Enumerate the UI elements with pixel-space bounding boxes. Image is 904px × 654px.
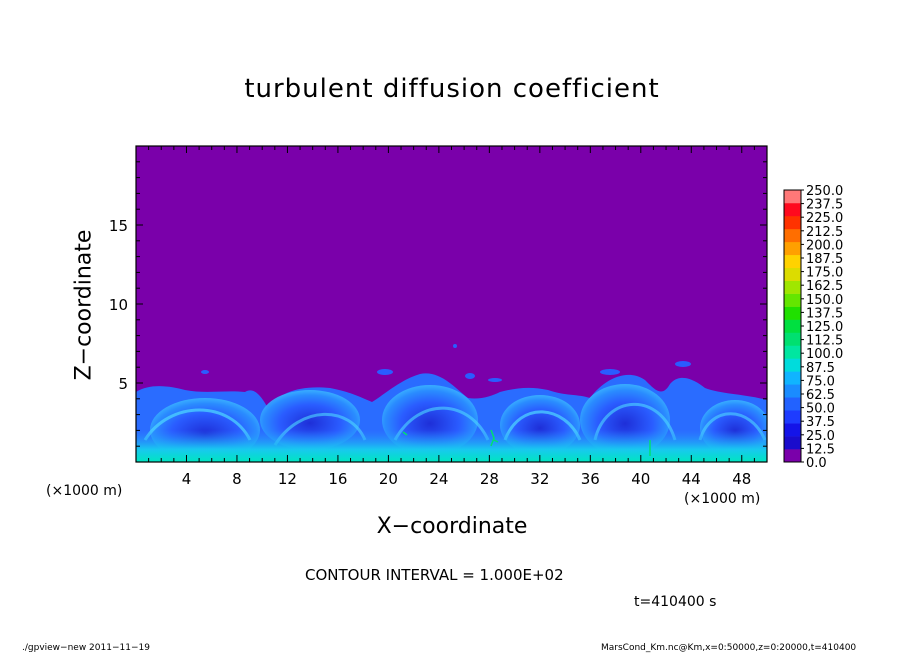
colorbar-swatch: [784, 228, 801, 243]
colorbar-label: 212.5: [806, 225, 843, 240]
colorbar-label: 175.0: [806, 266, 843, 281]
colorbar-swatch: [784, 332, 801, 346]
y-tick-label: 5: [118, 375, 128, 393]
colorbar-label: 162.5: [806, 279, 843, 294]
time-label: t=410400 s: [634, 594, 717, 610]
x-unit-label-right: (×1000 m): [684, 491, 761, 507]
footer-left: ./gpview−new 2011−11−19: [22, 643, 150, 653]
colorbar-label: 200.0: [806, 238, 843, 253]
colorbar-swatch: [784, 397, 801, 411]
colorbar-label: 62.5: [806, 388, 835, 403]
colorbar-label: 75.0: [806, 374, 835, 389]
colorbar-swatch: [784, 254, 801, 269]
y-tick-label: 10: [109, 296, 128, 314]
colorbar-label: 0.0: [806, 456, 827, 471]
colorbar-swatch: [784, 384, 801, 398]
colorbar-label: 112.5: [806, 334, 843, 349]
colorbar-label: 87.5: [806, 361, 835, 376]
x-tick-label: 32: [530, 470, 549, 488]
x-tick-label: 28: [480, 470, 499, 488]
x-axis-label: X−coordinate: [0, 514, 904, 539]
colorbar-label: 137.5: [806, 306, 843, 321]
y-tick-label: 15: [109, 217, 128, 235]
colorbar-label: 12.5: [806, 442, 835, 457]
colorbar-swatch: [784, 449, 801, 463]
x-axis-ticks: 4 8 12 16 20 24 28 32 36 40 44 48: [148, 146, 755, 488]
colorbar-label: 50.0: [806, 402, 835, 417]
colorbar-swatch: [784, 410, 801, 424]
colorbar-swatch: [784, 306, 801, 320]
chart-title: turbulent diffusion coefficient: [244, 74, 660, 104]
x-tick-label: 24: [429, 470, 448, 488]
turbulent-layer: [136, 344, 767, 462]
colorbar-label: 37.5: [806, 415, 835, 430]
colorbar-swatch: [784, 293, 801, 307]
colorbar-swatch: [784, 241, 801, 256]
colorbar-swatch: [784, 371, 801, 385]
colorbar-label: 100.0: [806, 347, 843, 362]
colorbar-swatch: [784, 267, 801, 281]
x-tick-label: 44: [682, 470, 701, 488]
x-tick-label: 40: [631, 470, 650, 488]
x-tick-label: 48: [732, 470, 751, 488]
colorbar-swatch: [784, 215, 801, 230]
colorbar-swatch: [784, 345, 801, 359]
x-unit-label-left: (×1000 m): [46, 483, 123, 499]
footer-right: MarsCond_Km.nc@Km,x=0:50000,z=0:20000,t=…: [601, 643, 857, 653]
x-tick-label: 8: [232, 470, 242, 488]
x-tick-label: 36: [581, 470, 600, 488]
colorbar-label: 150.0: [806, 293, 843, 308]
colorbar-swatch: [784, 436, 801, 450]
colorbar-swatch: [784, 319, 801, 333]
colorbar-swatch: [784, 358, 801, 372]
colorbar-label: 125.0: [806, 320, 843, 335]
y-axis-ticks: 5 10 15: [109, 161, 767, 447]
x-tick-label: 12: [278, 470, 297, 488]
x-tick-label: 16: [328, 470, 347, 488]
colorbar-swatch: [784, 280, 801, 294]
colorbar-swatch: [784, 423, 801, 437]
colorbar-swatch: [784, 190, 801, 204]
contour-interval: CONTOUR INTERVAL = 1.000E+02: [305, 566, 564, 584]
x-tick-label: 20: [379, 470, 398, 488]
colorbar-label: 187.5: [806, 252, 843, 267]
x-axis-label-text: X−coordinate: [376, 514, 528, 539]
colorbar-label: 25.0: [806, 429, 835, 444]
colorbar: 250.0237.5225.0212.5200.0187.5175.0162.5…: [783, 184, 843, 471]
colorbar-label: 225.0: [806, 211, 843, 226]
colorbar-label: 237.5: [806, 198, 843, 213]
x-tick-label: 4: [182, 470, 192, 488]
colorbar-label: 250.0: [806, 184, 843, 199]
colorbar-swatch: [784, 202, 801, 217]
